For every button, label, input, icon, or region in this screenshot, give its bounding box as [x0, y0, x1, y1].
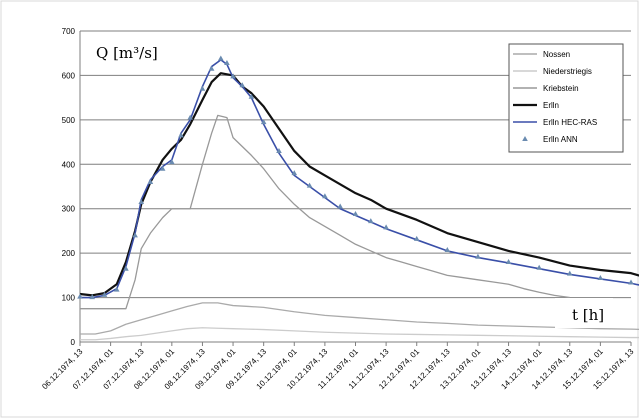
data-point-erlln-ann [322, 193, 328, 199]
series-line-1 [80, 327, 639, 341]
series-line-0 [80, 302, 639, 335]
data-point-erlln-ann [475, 253, 481, 259]
data-point-erlln-ann [178, 132, 184, 138]
y-tick-label: 300 [62, 205, 76, 214]
series-erlln-ann-markers [77, 55, 634, 300]
legend-label: Niederstriegis [543, 67, 592, 76]
data-point-erlln-ann [138, 199, 145, 205]
legend-label: Kriebstein [543, 84, 579, 93]
y-axis-ticks: 0 100 200 300 400 500 600 700 [62, 27, 76, 347]
data-point-erlln-ann [291, 170, 298, 176]
x-axis-label: t [h] [572, 306, 604, 324]
legend-label: Erlln [543, 101, 559, 110]
data-point-erlln-ann [413, 235, 420, 241]
y-tick-label: 500 [62, 116, 76, 125]
data-point-erlln-ann [536, 264, 542, 270]
legend-label: Erlln HEC-RAS [543, 118, 597, 127]
y-tick-label: 600 [62, 71, 76, 80]
data-point-erlln-ann [113, 286, 120, 292]
data-point-erlln-ann [89, 294, 96, 300]
data-point-erlln-ann [208, 65, 215, 71]
y-axis-label: Q [m³/s] [96, 44, 158, 62]
data-point-erlln-ann [159, 165, 166, 171]
data-point-erlln-ann [230, 73, 236, 79]
data-point-erlln-ann [239, 82, 246, 88]
data-point-erlln-ann [566, 270, 573, 276]
series-group [77, 55, 639, 341]
data-point-erlln-ann [337, 203, 343, 209]
data-point-erlln-ann [77, 293, 83, 299]
data-point-erlln-ann [123, 265, 129, 271]
data-point-erlln-ann [276, 147, 282, 153]
legend: Nossen Niederstriegis Kriebstein Erlln Erlln… [508, 43, 624, 153]
legend-box [508, 43, 624, 153]
data-point-erlln-ann [169, 159, 175, 165]
data-point-erlln-ann [199, 85, 206, 91]
y-tick-label: 0 [71, 338, 76, 347]
ylabel-background [84, 32, 182, 66]
data-point-erlln-ann [628, 279, 634, 285]
legend-marker [522, 136, 528, 141]
data-point-erlln-ann [218, 55, 224, 61]
data-point-erlln-ann [248, 93, 255, 99]
series-line-2 [80, 114, 570, 310]
y-tick-label: 400 [62, 160, 76, 169]
xlabel-background [555, 298, 613, 328]
data-point-erlln-ann [187, 114, 193, 120]
data-point-erlln-ann [444, 247, 451, 253]
legend-label: Erlln ANN [543, 135, 578, 144]
data-point-erlln-ann [383, 224, 389, 230]
data-point-erlln-ann [306, 182, 313, 188]
y-tick-label: 100 [62, 294, 76, 303]
data-point-erlln-ann [224, 59, 230, 65]
data-point-erlln-ann [101, 291, 108, 297]
legend-label: Nossen [543, 50, 570, 59]
data-point-erlln-ann [368, 218, 374, 224]
data-point-erlln-ann [147, 179, 154, 185]
y-tick-label: 200 [62, 249, 76, 258]
y-tick-label: 700 [62, 27, 76, 36]
data-point-erlln-ann [505, 259, 512, 265]
data-point-erlln-ann [597, 275, 604, 281]
data-point-erlln-ann [132, 232, 138, 238]
data-point-erlln-ann [352, 211, 359, 217]
data-point-erlln-ann [260, 119, 267, 125]
